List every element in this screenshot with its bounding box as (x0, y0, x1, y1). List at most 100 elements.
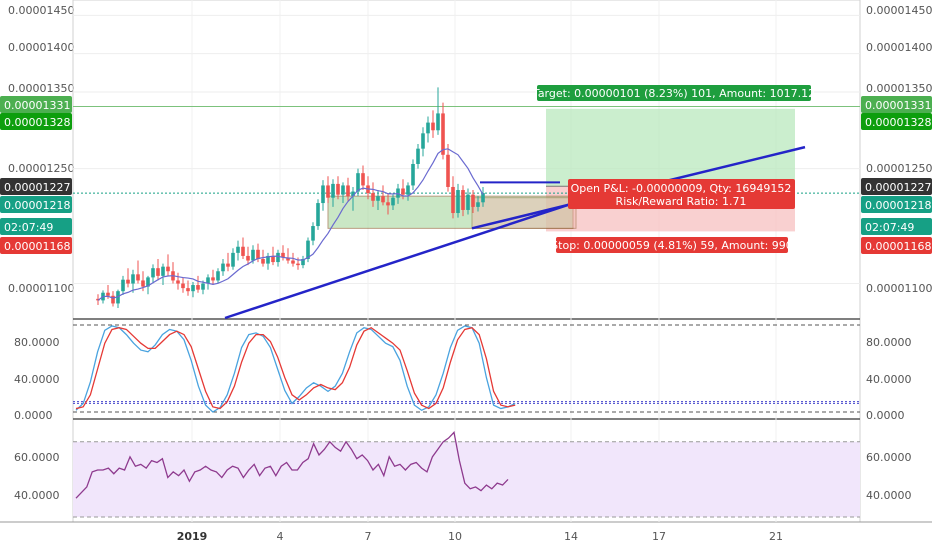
time-tick-label: 17 (652, 530, 666, 543)
risk-reward-label: Risk/Reward Ratio: 1.71 (616, 195, 747, 208)
candle-body (321, 185, 325, 204)
right-price-tag-bg (861, 113, 932, 130)
time-tick-label: 4 (277, 530, 284, 543)
candle-body (336, 183, 340, 195)
left-axis-tick-label: 0.00001250 (8, 162, 74, 175)
candle-body (251, 249, 255, 261)
candle-body (446, 154, 450, 187)
left-price-tag: 0.00001168 (4, 240, 70, 253)
stoch-tick-label-left: 80.0000 (14, 336, 60, 349)
stoch-tick-label-right: 0.0000 (866, 409, 905, 422)
right-axis-tick-label: 0.00001250 (866, 162, 932, 175)
left-price-tag-bg (0, 196, 72, 213)
right-price-tag-bg (861, 178, 932, 195)
candle-body (176, 280, 180, 284)
candle-body (211, 277, 215, 281)
right-price-tag: 0.00001328 (865, 116, 931, 129)
candle-body (216, 271, 220, 281)
candle-body (276, 252, 280, 263)
candle-body (106, 292, 110, 296)
candle-body (456, 190, 460, 214)
candle-body (141, 280, 145, 287)
candle-body (236, 246, 240, 253)
time-tick-label: 2019 (177, 530, 208, 543)
stoch-tick-label-right: 80.0000 (866, 336, 912, 349)
stop-label: Stop: 0.00000059 (4.81%) 59, Amount: 990 (551, 239, 793, 252)
trendline-support (224, 201, 577, 320)
rsi-tick-label-left: 40.0000 (14, 489, 60, 502)
candle-body (436, 113, 440, 131)
candle-body (371, 193, 375, 201)
right-price-tag-bg (861, 237, 932, 254)
candle-body (221, 263, 225, 272)
candle-body (466, 194, 470, 210)
candle-body (181, 283, 185, 289)
stoch-d-line (75, 326, 516, 410)
candle-body (246, 255, 250, 261)
left-price-axis: 0.00001450 0.00001400 0.00001350 0.00001… (8, 4, 74, 295)
candle-body (256, 249, 260, 259)
candle-body (376, 196, 380, 201)
stoch-tick-label-left: 40.0000 (14, 373, 60, 386)
time-tick-label: 7 (365, 530, 372, 543)
right-price-tag: 0.00001218 (865, 199, 931, 212)
rsi-tick-label-right: 40.0000 (866, 489, 912, 502)
candle-body (411, 163, 415, 186)
candle-body (326, 185, 330, 198)
right-price-tag-bg (861, 218, 932, 235)
rsi-band (73, 441, 860, 517)
candle-body (231, 252, 235, 267)
candle-body (186, 288, 190, 292)
left-price-tag: 0.00001328 (4, 116, 70, 129)
candle-body (196, 285, 200, 290)
candle-body (311, 226, 315, 241)
right-axis-tick-label: 0.00001100 (866, 282, 932, 295)
candle-body (96, 298, 100, 301)
right-price-tag: 0.00001168 (865, 240, 931, 253)
stoch-tick-label-left: 0.0000 (14, 409, 53, 422)
right-price-tag-bg (861, 196, 932, 213)
candle-body (381, 196, 385, 203)
candle-body (241, 246, 245, 256)
candle-body (421, 133, 425, 149)
candle-body (271, 255, 275, 263)
candle-body (191, 285, 195, 292)
candle-body (316, 203, 320, 227)
candle-body (356, 173, 360, 192)
candle-body (441, 113, 445, 155)
candle-body (331, 183, 335, 198)
right-price-axis: 0.00001450 0.00001400 0.00001350 0.00001… (866, 4, 932, 295)
candle-body (461, 190, 465, 210)
candle-body (346, 185, 350, 197)
candle-body (121, 279, 125, 292)
candle-body (306, 240, 310, 259)
rsi-line (75, 431, 509, 499)
candle-body (301, 258, 305, 266)
candle-body (451, 186, 455, 214)
candle-body (161, 266, 165, 276)
left-price-tag: 0.00001218 (4, 199, 70, 212)
candle-body (156, 268, 160, 276)
candle-body (361, 173, 365, 186)
stoch-axis: 80.0000 40.0000 0.0000 80.0000 40.0000 0… (14, 336, 912, 422)
candle-body (286, 257, 290, 261)
left-price-tag: 0.00001227 (4, 181, 70, 194)
candle-body (126, 279, 130, 284)
candle-body (416, 148, 420, 164)
candle-body (226, 263, 230, 267)
left-price-tag: 02:07:49 (4, 221, 53, 234)
right-price-tag: 02:07:49 (865, 221, 914, 234)
right-price-tag-bg (861, 96, 932, 113)
candle-body (266, 255, 270, 264)
candle-body (401, 188, 405, 195)
left-price-tag-bg (0, 113, 72, 130)
left-price-tag: 0.00001331 (4, 99, 70, 112)
stoch-k-line (75, 325, 516, 413)
target-label: Target: 0.00000101 (8.23%) 101, Amount: … (532, 87, 815, 100)
candle-body (261, 258, 265, 264)
candle-body (471, 194, 475, 207)
left-price-tag-bg (0, 178, 72, 195)
left-price-tag-bg (0, 96, 72, 113)
time-tick-label: 10 (448, 530, 462, 543)
